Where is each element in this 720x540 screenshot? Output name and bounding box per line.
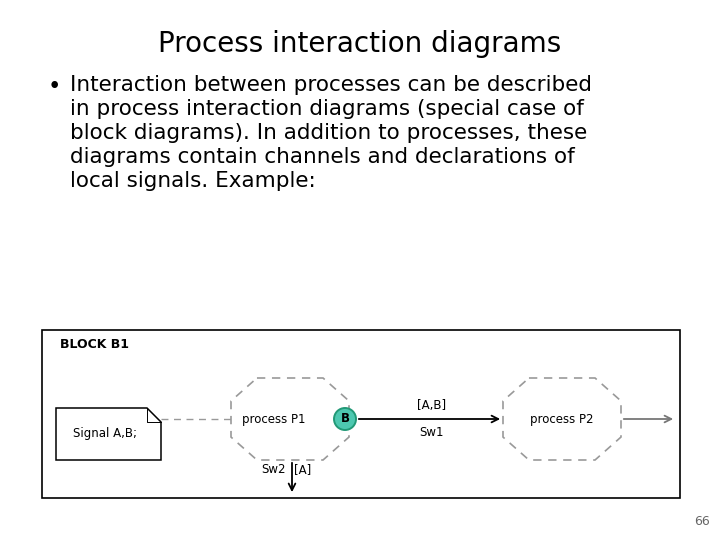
Text: [A,B]: [A,B] (417, 399, 446, 412)
Text: •: • (48, 75, 61, 98)
Polygon shape (231, 378, 349, 460)
Text: BLOCK B1: BLOCK B1 (60, 338, 129, 351)
Text: process P2: process P2 (530, 413, 594, 426)
Polygon shape (503, 378, 621, 460)
Text: block diagrams). In addition to processes, these: block diagrams). In addition to processe… (70, 123, 588, 143)
Text: local signals. Example:: local signals. Example: (70, 171, 316, 191)
Text: Sw2: Sw2 (261, 463, 286, 476)
Circle shape (334, 408, 356, 430)
Bar (42, 330, 680, 498)
Text: process P1: process P1 (242, 413, 306, 426)
Text: diagrams contain channels and declarations of: diagrams contain channels and declaratio… (70, 147, 575, 167)
Text: Signal A,B;: Signal A,B; (73, 428, 137, 441)
Text: Interaction between processes can be described: Interaction between processes can be des… (70, 75, 592, 95)
Text: in process interaction diagrams (special case of: in process interaction diagrams (special… (70, 99, 584, 119)
Text: [A]: [A] (294, 463, 311, 476)
Text: Sw1: Sw1 (419, 426, 444, 439)
Polygon shape (56, 408, 161, 460)
Text: B: B (341, 413, 349, 426)
Text: 66: 66 (694, 515, 710, 528)
Text: Process interaction diagrams: Process interaction diagrams (158, 30, 562, 58)
